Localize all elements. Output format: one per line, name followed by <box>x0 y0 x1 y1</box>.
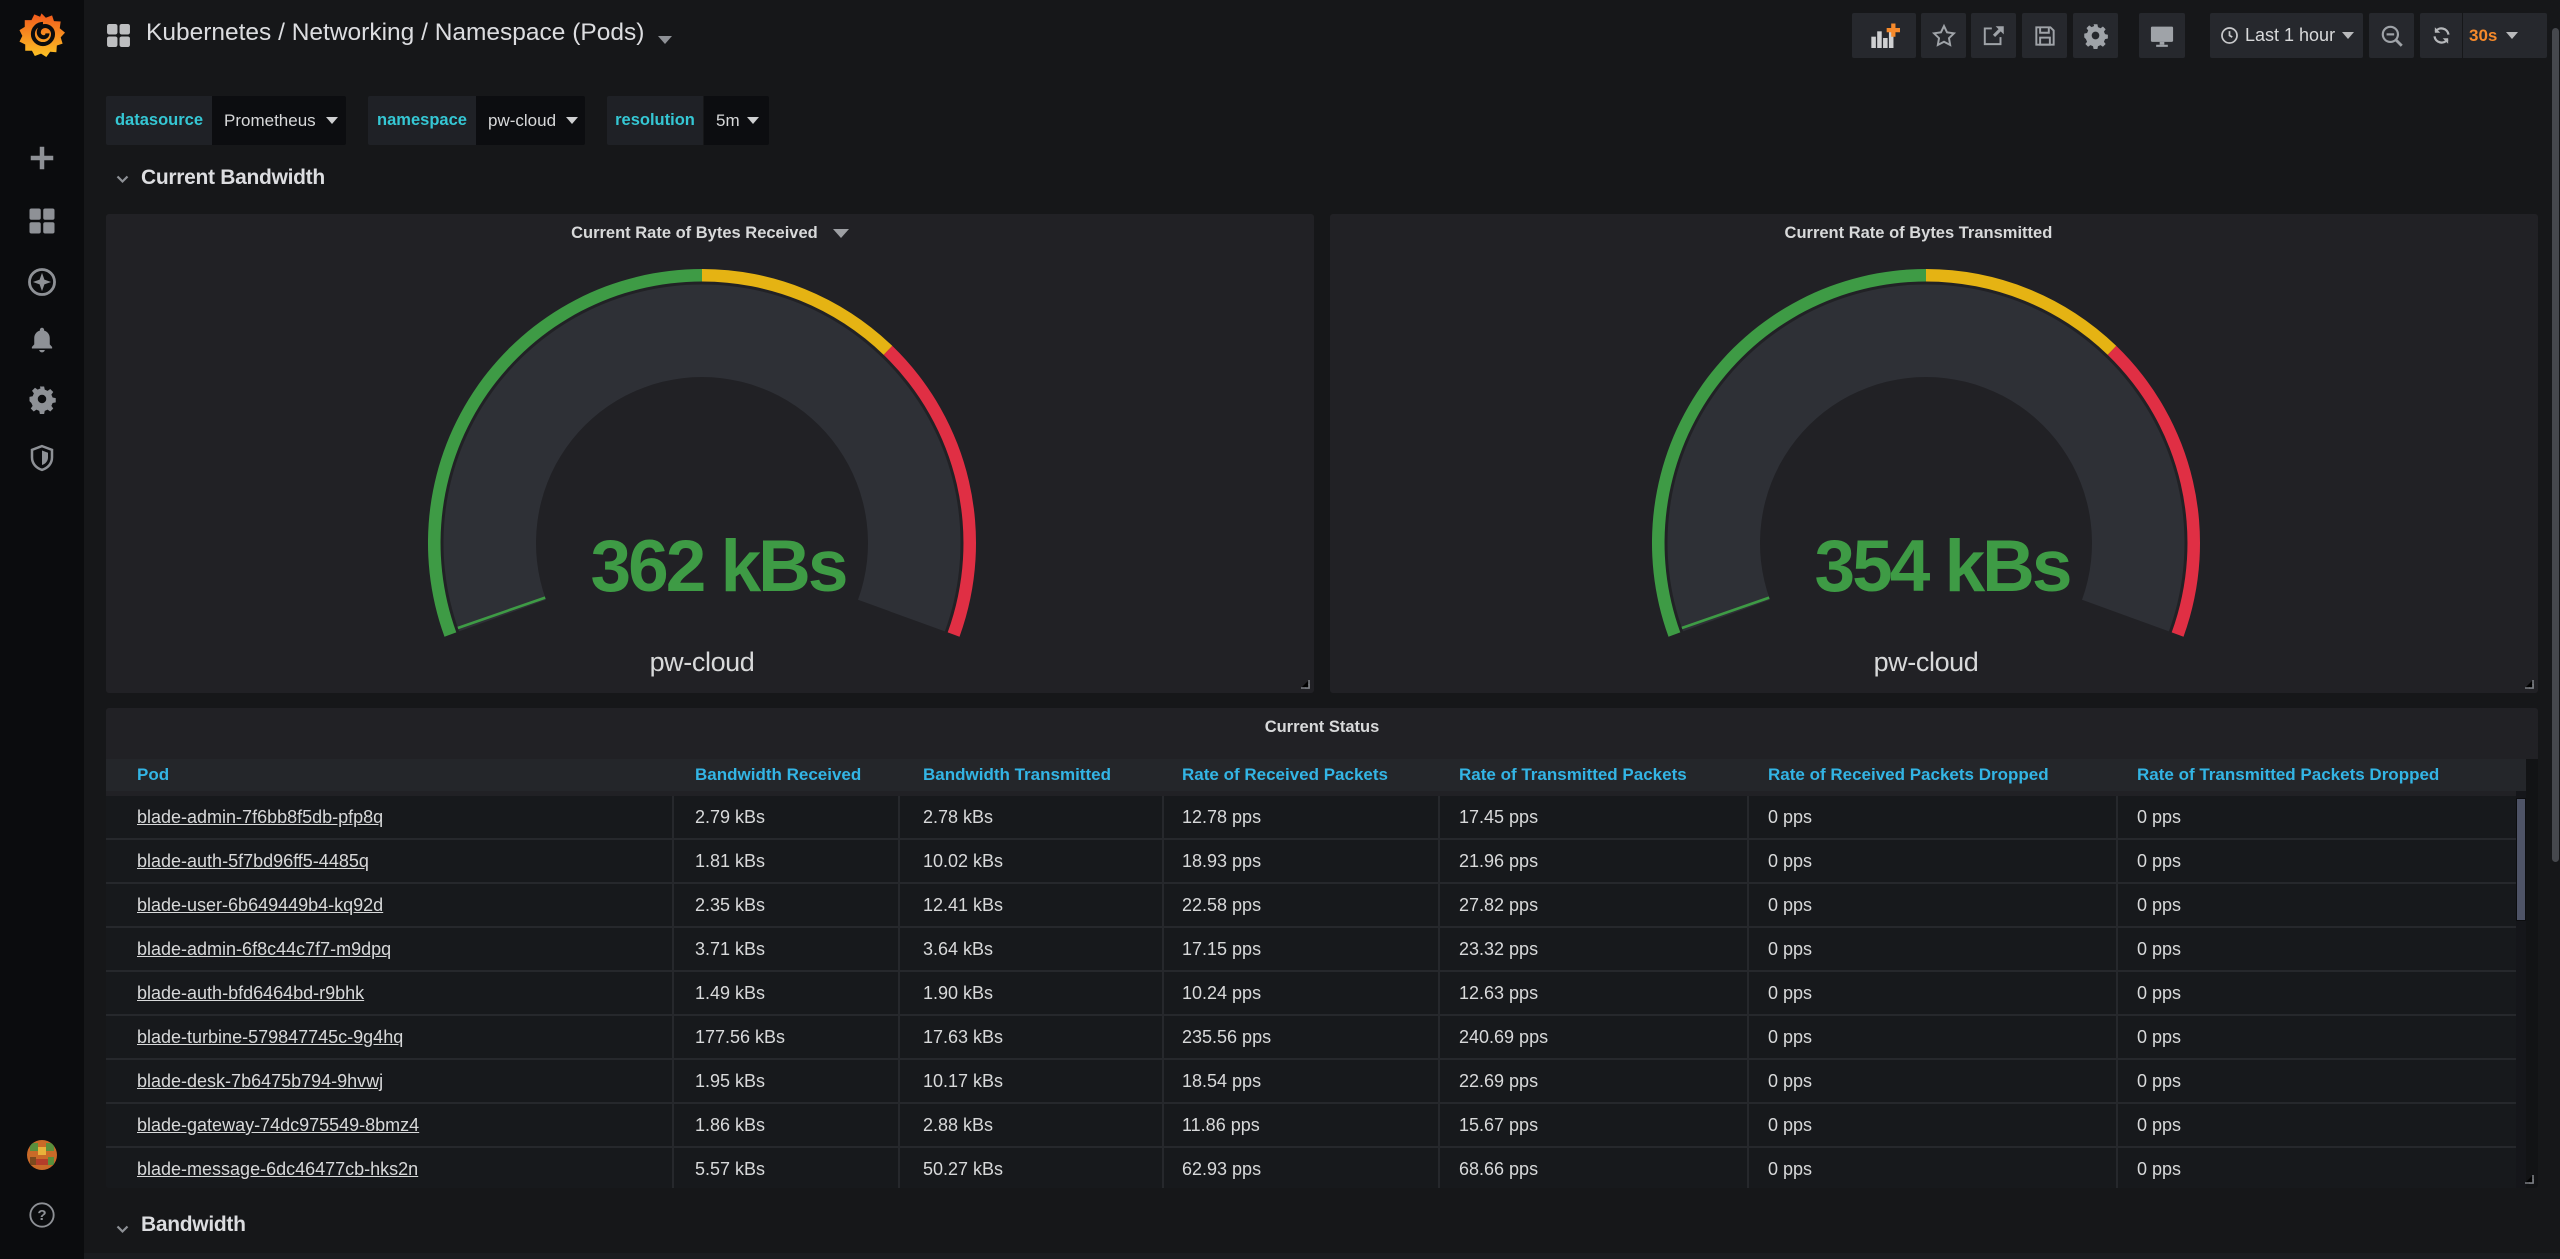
svg-text:pw-cloud: pw-cloud <box>1874 647 1979 677</box>
svg-text:354 kBs: 354 kBs <box>1815 526 2070 607</box>
svg-text:pw-cloud: pw-cloud <box>650 647 755 677</box>
svg-text:362 kBs: 362 kBs <box>591 526 846 607</box>
svg-text:?: ? <box>37 1207 46 1224</box>
